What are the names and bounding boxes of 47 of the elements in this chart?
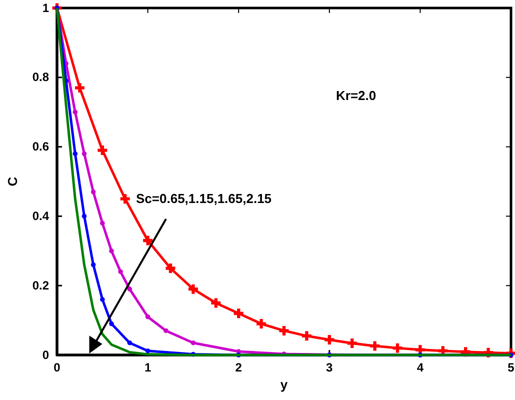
point	[127, 286, 132, 292]
x-tick-label: 4	[416, 360, 424, 375]
point	[82, 151, 87, 156]
y-tick-label: 0.2	[32, 278, 50, 292]
x-tick-label: 0	[54, 360, 61, 375]
x-tick-label: 2	[235, 360, 242, 375]
point	[100, 297, 105, 302]
annotation: Kr=2.0	[336, 88, 376, 103]
point	[392, 343, 402, 353]
point	[347, 338, 357, 348]
point	[72, 151, 78, 156]
point	[370, 341, 380, 351]
point	[120, 194, 130, 204]
y-tick-label: 0	[42, 348, 50, 362]
point	[145, 314, 150, 320]
point	[90, 262, 96, 268]
point	[166, 264, 176, 273]
y-tick-label: 0.4	[32, 209, 50, 224]
point	[72, 110, 78, 114]
y-tick-label: 0.8	[32, 70, 50, 84]
point	[74, 83, 84, 93]
point	[118, 269, 123, 274]
x-axis-title: y	[280, 377, 288, 392]
point	[256, 319, 266, 329]
x-tick-label: 1	[144, 360, 152, 375]
point	[109, 321, 114, 326]
annotation: Sc=0.65,1.15,1.65,2.15	[136, 191, 272, 206]
point	[109, 248, 114, 254]
point	[302, 331, 312, 341]
point	[90, 190, 96, 194]
y-tick-label: 0.6	[32, 140, 50, 154]
y-axis-title: C	[5, 176, 20, 186]
point	[82, 214, 87, 219]
y-tick-label: 1	[42, 0, 50, 15]
point	[188, 284, 198, 294]
point	[211, 298, 221, 308]
point	[324, 334, 334, 344]
point	[143, 236, 153, 246]
point	[100, 220, 105, 226]
point	[190, 340, 196, 346]
point	[98, 146, 108, 156]
x-tick-label: 5	[508, 360, 515, 375]
point	[234, 308, 244, 318]
point	[127, 340, 132, 346]
point	[279, 326, 289, 336]
x-tick-label: 3	[326, 360, 334, 375]
point	[164, 328, 168, 334]
